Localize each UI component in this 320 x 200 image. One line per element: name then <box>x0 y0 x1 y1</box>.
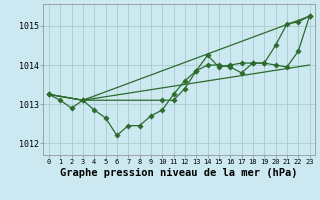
X-axis label: Graphe pression niveau de la mer (hPa): Graphe pression niveau de la mer (hPa) <box>60 168 298 178</box>
